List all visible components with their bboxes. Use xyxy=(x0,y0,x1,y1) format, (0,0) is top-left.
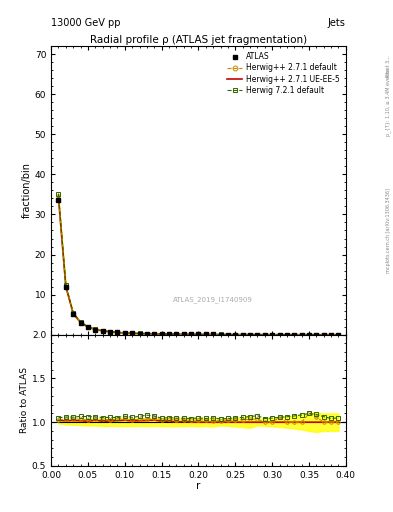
X-axis label: r: r xyxy=(196,481,201,491)
Title: Radial profile ρ (ATLAS jet fragmentation): Radial profile ρ (ATLAS jet fragmentatio… xyxy=(90,35,307,45)
Text: Jets: Jets xyxy=(328,18,346,28)
Legend: ATLAS, Herwig++ 2.7.1 default, Herwig++ 2.7.1 UE-EE-5, Herwig 7.2.1 default: ATLAS, Herwig++ 2.7.1 default, Herwig++ … xyxy=(224,50,342,97)
Text: mcplots.cern.ch [arXiv:1306.3436]: mcplots.cern.ch [arXiv:1306.3436] xyxy=(386,188,391,273)
Text: ATLAS_2019_I1740909: ATLAS_2019_I1740909 xyxy=(173,297,253,304)
Y-axis label: fraction/bin: fraction/bin xyxy=(22,162,32,219)
Text: 13000 GeV pp: 13000 GeV pp xyxy=(51,18,121,28)
Text: Rivet 3...: Rivet 3... xyxy=(386,56,391,77)
Y-axis label: Ratio to ATLAS: Ratio to ATLAS xyxy=(20,367,29,433)
Text: p_{T}: 1.10, ≥ 3.4M events: p_{T}: 1.10, ≥ 3.4M events xyxy=(386,69,391,136)
